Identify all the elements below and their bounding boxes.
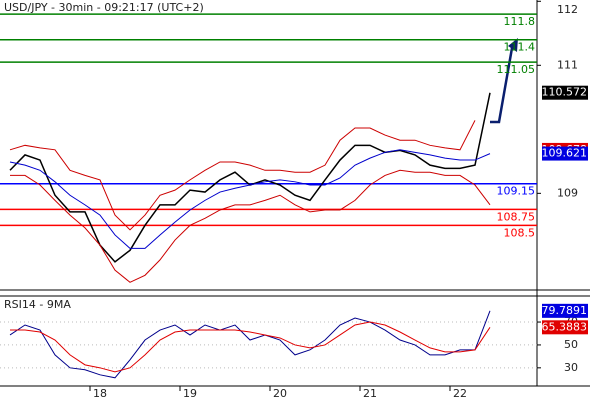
price-label-box [542, 320, 588, 335]
series-line [10, 321, 491, 373]
chart-title: USD/JPY - 30min - 09:21:17 (UTC+2) [4, 1, 204, 14]
series-line [9, 149, 491, 249]
price-label: 110.572 [542, 86, 588, 99]
level-label: 111.4 [504, 41, 536, 54]
forecast-arrow [490, 47, 514, 124]
price-label-box [542, 303, 588, 318]
series-line [9, 310, 491, 379]
forecast-arrowhead [508, 38, 518, 52]
level-label: 111.8 [504, 15, 536, 28]
series-line [10, 169, 491, 283]
x-tick-label: 18 [93, 387, 107, 400]
price-label: 109.621 [542, 147, 588, 160]
price-label: 65.3883 [542, 320, 588, 333]
x-tick-label: 22 [453, 387, 467, 400]
x-tick-label: 19 [183, 387, 197, 400]
level-label: 108.5 [504, 226, 536, 239]
level-label: 108.75 [497, 210, 536, 223]
x-tick-label: 21 [363, 387, 377, 400]
y-tick-label: 112 [557, 3, 578, 16]
chart-title: RSI14 - 9MA [4, 298, 71, 311]
series-line [9, 120, 476, 231]
x-tick-label: 20 [273, 387, 287, 400]
price-label-box [542, 146, 588, 161]
level-label: 109.15 [497, 185, 536, 198]
y-tick-label: 111 [557, 58, 578, 71]
y-tick-label: 109 [557, 186, 578, 199]
y-tick-label: 30 [564, 361, 578, 374]
series-line [9, 92, 491, 263]
price-label-box [542, 85, 588, 100]
y-tick-label: 50 [564, 338, 578, 351]
price-label: 79.7891 [542, 304, 588, 317]
level-label: 111.05 [497, 63, 536, 76]
